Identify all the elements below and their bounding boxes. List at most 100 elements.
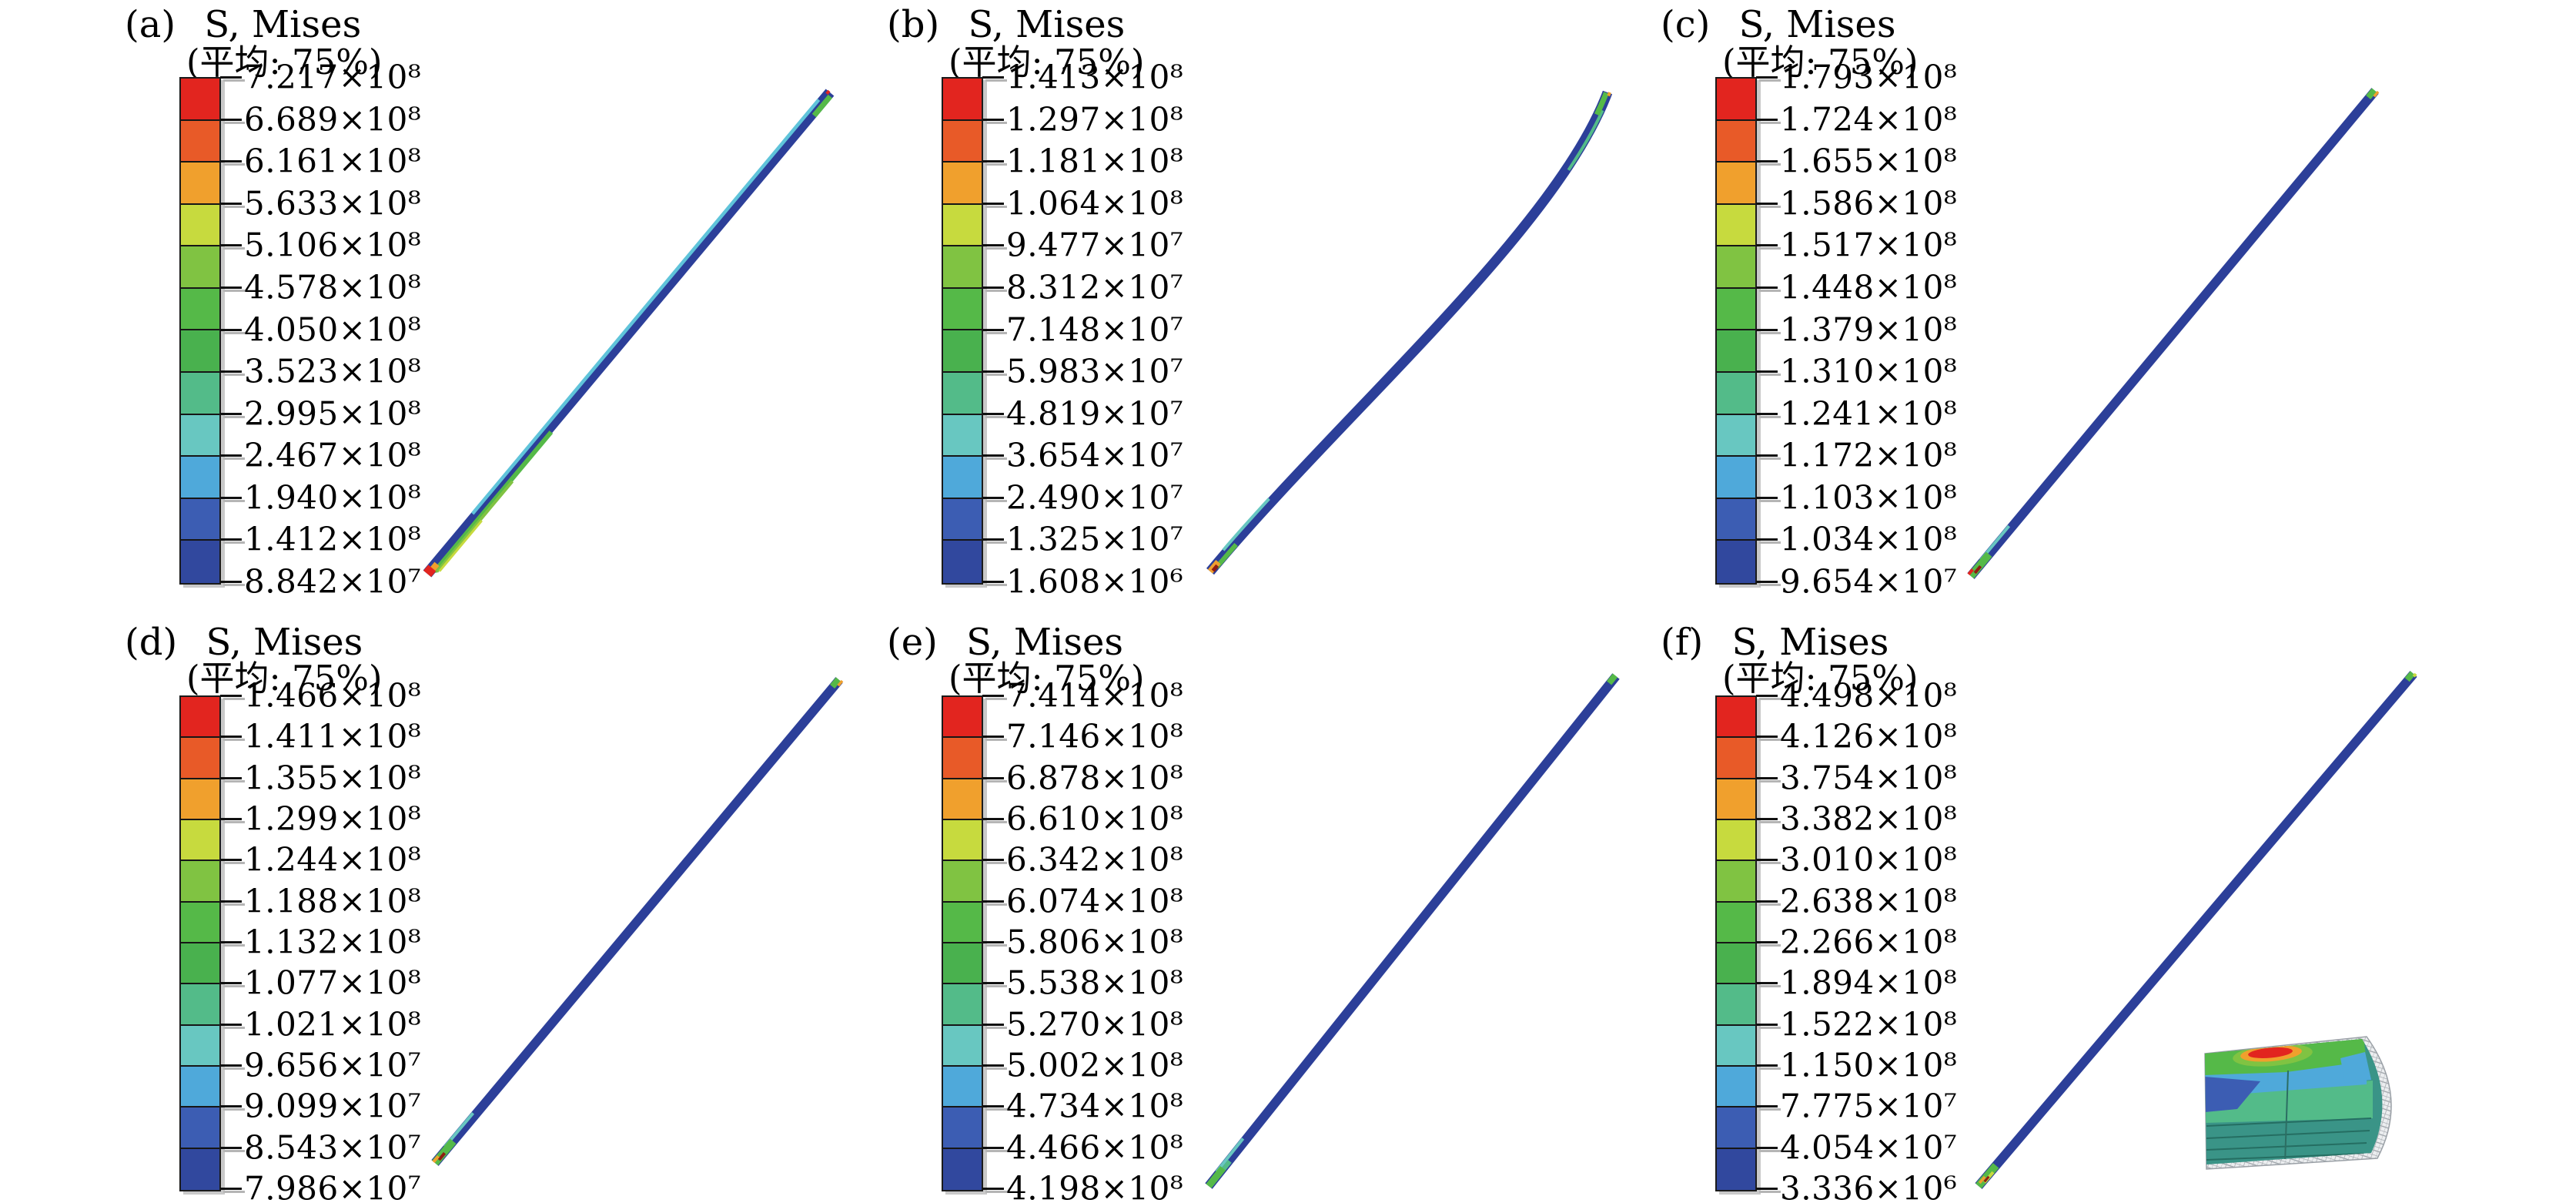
legend-value: 1.297×10⁸ <box>1006 100 1184 139</box>
legend-tick <box>982 244 1004 247</box>
legend-tick <box>220 776 242 779</box>
legend-tick-shadow <box>985 1149 1007 1152</box>
legend-tick-shadow <box>223 205 245 208</box>
legend-tick-shadow <box>985 739 1007 742</box>
colorband-1 <box>943 79 982 121</box>
colorband-2 <box>1717 738 1755 779</box>
legend-tick <box>982 818 1004 820</box>
colorbar-bands <box>1715 695 1757 1191</box>
colorband-12 <box>943 541 982 583</box>
legend-tick-shadow <box>985 331 1007 334</box>
colorband-12 <box>1717 541 1755 583</box>
legend-value: 1.188×10⁸ <box>244 882 422 920</box>
legend-tick-shadow <box>1759 121 1781 124</box>
colorband-1 <box>1717 79 1755 121</box>
legend-tick <box>220 454 242 457</box>
colorband-6 <box>181 288 219 331</box>
colorbar-bands <box>942 695 983 1191</box>
legend-tick <box>1756 859 1778 862</box>
colorband-3 <box>943 163 982 205</box>
colorband-12 <box>181 1148 219 1190</box>
legend-value: 5.983×10⁷ <box>1006 352 1184 390</box>
legend-tick-shadow <box>1759 739 1781 742</box>
legend-tick <box>220 900 242 903</box>
colorband-2 <box>181 738 219 779</box>
colorband-5 <box>1717 861 1755 903</box>
legend-value: 5.806×10⁸ <box>1006 923 1184 961</box>
rod-d-stroke <box>431 677 843 1166</box>
rod-f-stroke <box>1975 671 2417 1189</box>
averaging-subtitle: (平均: 75%) <box>948 658 1145 699</box>
legend-tick <box>982 454 1004 457</box>
legend-tick <box>1756 76 1778 79</box>
legend-value: 3.336×10⁶ <box>1780 1169 1958 1203</box>
legend-tick <box>220 1064 242 1067</box>
legend-tick-shadow <box>223 247 245 250</box>
rod-f <box>1975 671 2417 1189</box>
legend-tick-shadow <box>1759 79 1781 82</box>
legend-value: 1.793×10⁸ <box>1780 58 1958 96</box>
legend-tick <box>1756 328 1778 331</box>
inset-mesh-vertical-line <box>2284 1070 2289 1164</box>
legend-tick-shadow <box>1759 1026 1781 1029</box>
legend-tick-shadow <box>1759 862 1781 865</box>
legend-tick-shadow <box>985 1191 1007 1193</box>
legend-tick <box>1756 1023 1778 1026</box>
stress-quantity-title: S, Mises <box>206 621 363 664</box>
legend-value: 1.150×10⁸ <box>1780 1046 1958 1084</box>
colorband-2 <box>943 738 982 779</box>
legend-tick <box>1756 286 1778 289</box>
legend-value: 1.940×10⁸ <box>244 478 422 517</box>
colorband-5 <box>943 246 982 289</box>
legend-tick <box>982 1064 1004 1067</box>
legend-tick <box>220 736 242 739</box>
legend-value: 1.021×10⁸ <box>244 1005 422 1044</box>
legend-tick-shadow <box>223 289 245 292</box>
averaging-subtitle: (平均: 75%) <box>1722 658 1919 699</box>
legend-value: 7.775×10⁷ <box>1780 1087 1958 1125</box>
averaging-subtitle: (平均: 75%) <box>948 42 1145 82</box>
legend-tick <box>982 695 1004 697</box>
legend-value: 4.734×10⁸ <box>1006 1087 1184 1125</box>
panel-label: (c) <box>1661 3 1711 46</box>
legend-tick-shadow <box>223 698 245 700</box>
colorband-5 <box>943 861 982 903</box>
legend-value: 7.148×10⁷ <box>1006 310 1184 348</box>
legend-tick <box>220 1146 242 1149</box>
legend-tick-shadow <box>223 739 245 742</box>
legend-tick <box>982 859 1004 862</box>
colorbar-bands <box>942 77 983 585</box>
legend-tick <box>220 118 242 121</box>
colorband-6 <box>943 902 982 943</box>
legend-tick-shadow <box>223 1026 245 1029</box>
legend-value: 7.146×10⁸ <box>1006 717 1184 756</box>
legend-tick-shadow <box>985 698 1007 700</box>
legend-value: 1.894×10⁸ <box>1780 963 1958 1002</box>
rod-a-stroke <box>432 96 838 579</box>
legend-tick <box>982 1105 1004 1108</box>
legend-value: 8.312×10⁷ <box>1006 268 1184 307</box>
colorband-6 <box>1717 902 1755 943</box>
rod-b <box>1206 89 1613 575</box>
legend-tick <box>220 538 242 541</box>
legend-tick-shadow <box>985 1108 1007 1111</box>
colorband-10 <box>943 1066 982 1108</box>
legend-tick-shadow <box>223 903 245 906</box>
legend-value: 9.099×10⁷ <box>244 1087 422 1125</box>
legend-tick <box>220 818 242 820</box>
legend-tick <box>982 76 1004 79</box>
legend-tick <box>1756 1188 1778 1190</box>
panel-title-row: (a) S, Mises <box>125 5 361 45</box>
legend-tick <box>220 581 242 583</box>
legend-value: 1.655×10⁸ <box>1780 142 1958 180</box>
colorband-1 <box>181 79 219 121</box>
panel-label: (b) <box>887 3 940 46</box>
legend-tick <box>1756 941 1778 943</box>
legend-tick-shadow <box>223 862 245 865</box>
colorband-6 <box>1717 288 1755 331</box>
rod-c-stroke <box>1967 88 2379 579</box>
legend-tick-shadow <box>985 121 1007 124</box>
stress-quantity-title: S, Mises <box>1738 3 1896 46</box>
